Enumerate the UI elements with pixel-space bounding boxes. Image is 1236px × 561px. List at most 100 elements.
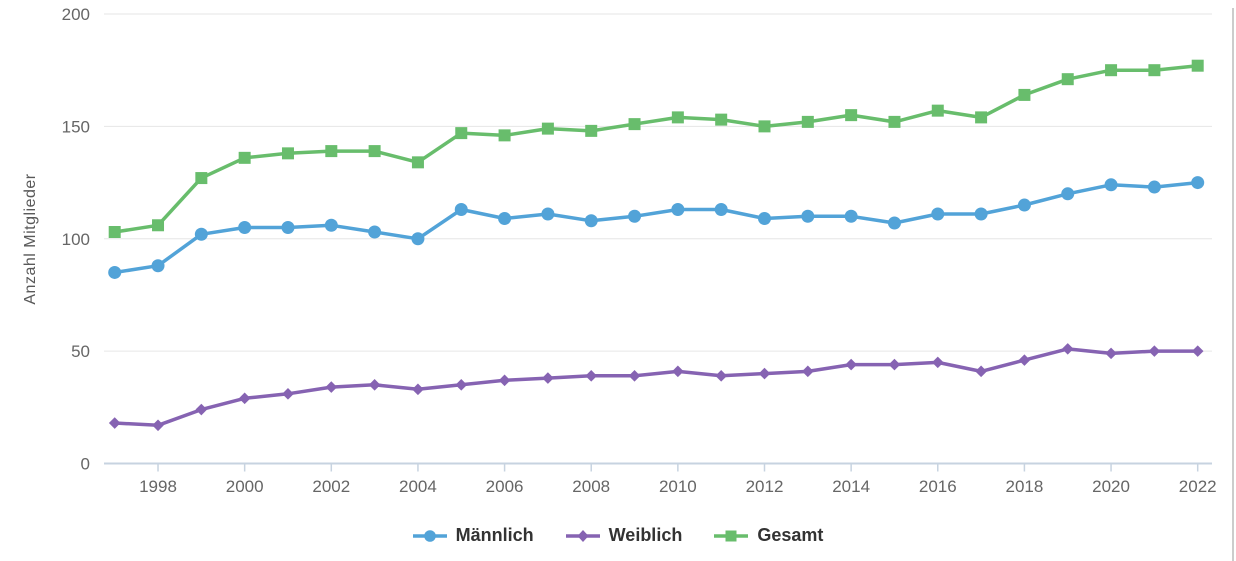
data-point-weiblich-2001[interactable] [282, 388, 294, 400]
data-point-weiblich-2022[interactable] [1191, 345, 1204, 357]
data-point-gesamt-2011[interactable] [715, 113, 728, 126]
data-point-m-nnlich-2022[interactable] [1191, 176, 1205, 190]
data-point-weiblich-1998[interactable] [152, 419, 164, 432]
x-tick-label: 2008 [572, 477, 610, 496]
legend-item-weiblich[interactable]: Weiblich [565, 525, 683, 546]
data-point-weiblich-2015[interactable] [888, 358, 901, 371]
data-point-m-nnlich-2008[interactable] [584, 214, 598, 228]
data-point-weiblich-2011[interactable] [715, 370, 727, 382]
data-point-gesamt-2004[interactable] [411, 156, 424, 169]
data-point-gesamt-2021[interactable] [1148, 64, 1161, 77]
data-point-weiblich-2009[interactable] [628, 370, 641, 382]
data-point-weiblich-1997[interactable] [108, 417, 121, 429]
data-point-m-nnlich-2006[interactable] [498, 212, 512, 226]
data-point-weiblich-2003[interactable] [368, 379, 381, 391]
data-point-m-nnlich-2004[interactable] [411, 232, 425, 246]
data-point-m-nnlich-2010[interactable] [671, 203, 685, 217]
x-tick-label: 2022 [1179, 477, 1217, 496]
data-point-gesamt-1998[interactable] [152, 219, 165, 232]
data-point-weiblich-2014[interactable] [845, 358, 857, 371]
data-point-gesamt-2017[interactable] [975, 111, 988, 124]
data-point-m-nnlich-2021[interactable] [1147, 180, 1161, 194]
legend-item-gesamt[interactable]: Gesamt [714, 525, 823, 546]
data-point-gesamt-2001[interactable] [281, 147, 294, 160]
data-point-gesamt-2016[interactable] [931, 104, 944, 117]
series-line-m-nnlich [112, 180, 1200, 275]
data-point-m-nnlich-2000[interactable] [238, 221, 252, 235]
data-point-gesamt-2014[interactable] [845, 109, 858, 122]
x-tick-label: 2016 [919, 477, 957, 496]
data-point-gesamt-2019[interactable] [1061, 73, 1074, 86]
x-tick-label: 2006 [486, 477, 524, 496]
data-point-gesamt-2009[interactable] [628, 118, 641, 131]
data-point-weiblich-2006[interactable] [498, 374, 511, 387]
data-point-gesamt-2010[interactable] [671, 111, 684, 124]
data-point-m-nnlich-2019[interactable] [1061, 187, 1075, 201]
data-point-m-nnlich-1999[interactable] [194, 227, 208, 241]
frame-right-border [1232, 8, 1234, 561]
data-point-m-nnlich-1997[interactable] [108, 265, 122, 279]
y-tick-label: 100 [62, 230, 90, 249]
data-point-m-nnlich-2017[interactable] [974, 207, 988, 221]
data-point-gesamt-2012[interactable] [758, 120, 771, 133]
legend-label-weiblich: Weiblich [608, 525, 683, 545]
data-point-weiblich-2008[interactable] [585, 370, 598, 382]
data-point-m-nnlich-1998[interactable] [151, 259, 165, 273]
data-point-weiblich-2013[interactable] [802, 365, 814, 378]
data-point-gesamt-2003[interactable] [368, 145, 381, 158]
chart-legend: Männlich Weiblich Gesamt [0, 525, 1236, 546]
data-point-m-nnlich-2011[interactable] [714, 203, 728, 217]
data-point-m-nnlich-2003[interactable] [368, 225, 382, 239]
data-point-m-nnlich-2005[interactable] [454, 203, 468, 217]
data-point-gesamt-1997[interactable] [108, 226, 121, 239]
data-point-weiblich-2018[interactable] [1018, 354, 1031, 366]
data-point-m-nnlich-2007[interactable] [541, 207, 555, 221]
gesamt-legend-marker-icon [714, 530, 749, 541]
data-point-m-nnlich-2020[interactable] [1104, 178, 1118, 192]
data-point-gesamt-2015[interactable] [888, 115, 901, 128]
data-point-gesamt-2018[interactable] [1018, 88, 1031, 101]
data-point-gesamt-2020[interactable] [1105, 64, 1118, 77]
data-point-weiblich-2002[interactable] [325, 381, 338, 393]
y-tick-label: 150 [62, 117, 90, 136]
data-point-gesamt-2008[interactable] [585, 124, 598, 137]
data-point-gesamt-2022[interactable] [1191, 59, 1204, 72]
data-point-weiblich-2007[interactable] [542, 372, 554, 384]
weiblich-legend-marker-icon [565, 529, 600, 542]
data-point-m-nnlich-2018[interactable] [1017, 198, 1031, 212]
data-point-weiblich-2017[interactable] [975, 365, 987, 378]
data-point-weiblich-2004[interactable] [412, 383, 424, 396]
legend-label-maennlich: Männlich [455, 525, 534, 545]
data-point-weiblich-2005[interactable] [455, 379, 468, 391]
data-point-weiblich-2021[interactable] [1148, 345, 1161, 357]
data-point-gesamt-1999[interactable] [195, 172, 208, 185]
data-point-weiblich-2000[interactable] [238, 392, 251, 405]
data-point-weiblich-2019[interactable] [1061, 343, 1074, 355]
data-point-weiblich-1999[interactable] [195, 403, 208, 416]
data-point-gesamt-2005[interactable] [455, 127, 468, 140]
data-point-m-nnlich-2012[interactable] [758, 212, 771, 226]
data-point-m-nnlich-2015[interactable] [887, 216, 901, 230]
legend-item-maennlich[interactable]: Männlich [412, 525, 534, 546]
data-point-m-nnlich-2001[interactable] [281, 221, 295, 235]
data-point-m-nnlich-2002[interactable] [324, 218, 338, 232]
data-point-weiblich-2016[interactable] [931, 356, 944, 369]
data-point-gesamt-2000[interactable] [238, 151, 251, 164]
y-axis-title: Anzahl Mitglieder [22, 173, 39, 305]
x-tick-label: 2018 [1006, 477, 1044, 496]
data-point-weiblich-2020[interactable] [1105, 347, 1117, 360]
data-point-gesamt-2006[interactable] [498, 129, 511, 142]
data-point-gesamt-2002[interactable] [325, 145, 338, 158]
data-point-m-nnlich-2013[interactable] [801, 209, 815, 223]
series-line-gesamt [112, 63, 1200, 234]
data-point-m-nnlich-2014[interactable] [844, 209, 858, 223]
series-line-weiblich [112, 347, 1200, 428]
data-point-m-nnlich-2016[interactable] [931, 207, 945, 221]
data-point-weiblich-2010[interactable] [672, 365, 684, 378]
data-point-gesamt-2007[interactable] [541, 122, 554, 135]
data-point-m-nnlich-2009[interactable] [628, 209, 642, 223]
y-tick-label: 0 [81, 455, 90, 474]
data-point-gesamt-2013[interactable] [801, 115, 814, 128]
data-point-weiblich-2012[interactable] [758, 367, 771, 380]
